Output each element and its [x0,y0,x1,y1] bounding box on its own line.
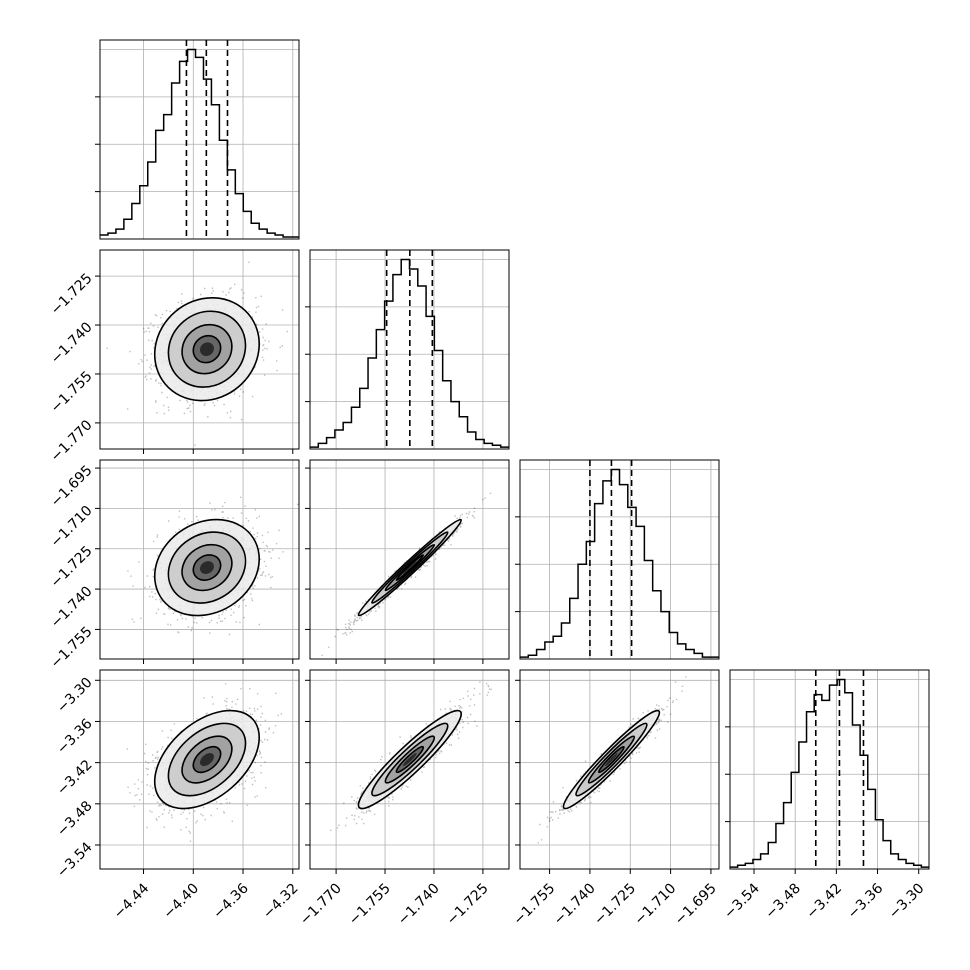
contour-line [395,554,425,581]
contour-line [153,518,260,617]
y-tick-label: −1.770 [48,417,96,465]
axes-frame [519,459,720,660]
y-tick-label: −1.755 [48,624,96,672]
contour-line [384,735,436,784]
x-tick-label: −4.36 [210,880,252,922]
contour-line [587,735,636,784]
density-level [402,753,417,767]
y-tick-label: −3.54 [54,839,96,881]
contour-line [575,722,648,797]
y-tick-label: −1.755 [48,368,96,416]
x-tick-label: −3.30 [886,881,928,923]
contour-line [181,323,233,375]
density-level [605,753,618,767]
pair-content [126,683,283,842]
pair-panel-2-3 [519,669,720,870]
x-tick-label: −3.36 [845,880,887,922]
axes-frame [729,669,930,870]
pair-content [127,496,299,636]
x-tick-label: −1.755 [346,881,394,929]
x-tick-label: −4.44 [111,880,153,922]
x-tick-label: −1.770 [297,881,345,929]
pair-panel-0-2 [99,459,300,660]
pair-panel-1-2 [309,459,510,660]
marginal-panel-0 [95,39,300,240]
ticks-0-3 [95,679,294,874]
y-tick-label: −1.695 [48,462,96,510]
contour-line [167,722,247,797]
contour-line [357,709,463,810]
axes-frame [99,249,300,450]
density-level [199,753,214,767]
contour-line [167,310,247,388]
histogram-step [520,468,719,658]
axes-frame [309,459,510,660]
ticks-1-2 [305,467,484,664]
contour-line [153,296,261,402]
y-tick-label: −1.725 [48,270,96,318]
contour-line [181,543,233,592]
axes-frame [309,669,510,870]
y-tick-label: −3.30 [54,675,96,717]
ticks-0-2 [95,467,294,664]
axes-frame [309,249,510,450]
pair-content [106,261,288,446]
x-tick-label: −3.42 [804,881,846,923]
contour-line [192,554,222,581]
marginal-panel-2 [515,459,720,660]
y-tick-label: −3.36 [54,716,96,758]
histogram-step [100,48,299,238]
density-level [199,342,214,357]
axes-frame [99,39,300,240]
contour-line [357,518,463,617]
contour-line [371,531,449,604]
y-tick-label: −1.740 [48,583,96,631]
y-tick-label: −3.48 [54,798,96,840]
y-tick-label: −3.42 [54,757,96,799]
ticks-2-3 [515,679,712,874]
axes-frame [99,669,300,870]
x-tick-label: −1.740 [395,881,443,929]
x-tick-label: −1.725 [444,881,492,929]
contour-line [384,543,436,592]
histogram-step [730,678,929,868]
ticks-1-3 [305,679,484,874]
x-tick-label: −4.32 [260,881,302,923]
contour-line [167,531,247,604]
x-tick-label: −4.40 [160,881,202,923]
contour-line [395,745,425,774]
x-tick-label: −1.710 [631,881,679,929]
marginal-panel-3 [725,669,930,870]
marginal-panel-1 [305,249,510,450]
x-tick-label: −1.695 [672,881,720,929]
pair-panel-0-3 [99,669,300,870]
x-tick-label: −1.740 [551,881,599,929]
contour-line [562,709,661,810]
axes-frame [99,459,300,660]
x-tick-label: −3.54 [721,880,763,922]
pair-panel-1-3 [309,669,510,870]
ticks-0-1 [95,275,294,454]
pair-content [537,676,687,844]
contour-line [598,745,625,774]
axes-frame [519,669,720,870]
x-tick-label: −1.755 [510,881,558,929]
y-tick-label: −1.710 [48,503,96,551]
x-tick-label: −1.725 [591,881,639,929]
pair-content [321,492,492,657]
density-level [199,561,214,574]
contour-line [371,722,449,797]
y-tick-label: −1.725 [48,543,96,591]
contour-line [192,334,222,364]
pair-content [330,681,492,832]
contour-line [192,745,222,774]
contour-line [153,709,260,810]
pair-panel-0-1 [99,249,300,450]
density-level [402,561,417,574]
x-tick-label: −3.48 [762,881,804,923]
y-tick-label: −1.740 [48,319,96,367]
contour-line [181,735,233,784]
